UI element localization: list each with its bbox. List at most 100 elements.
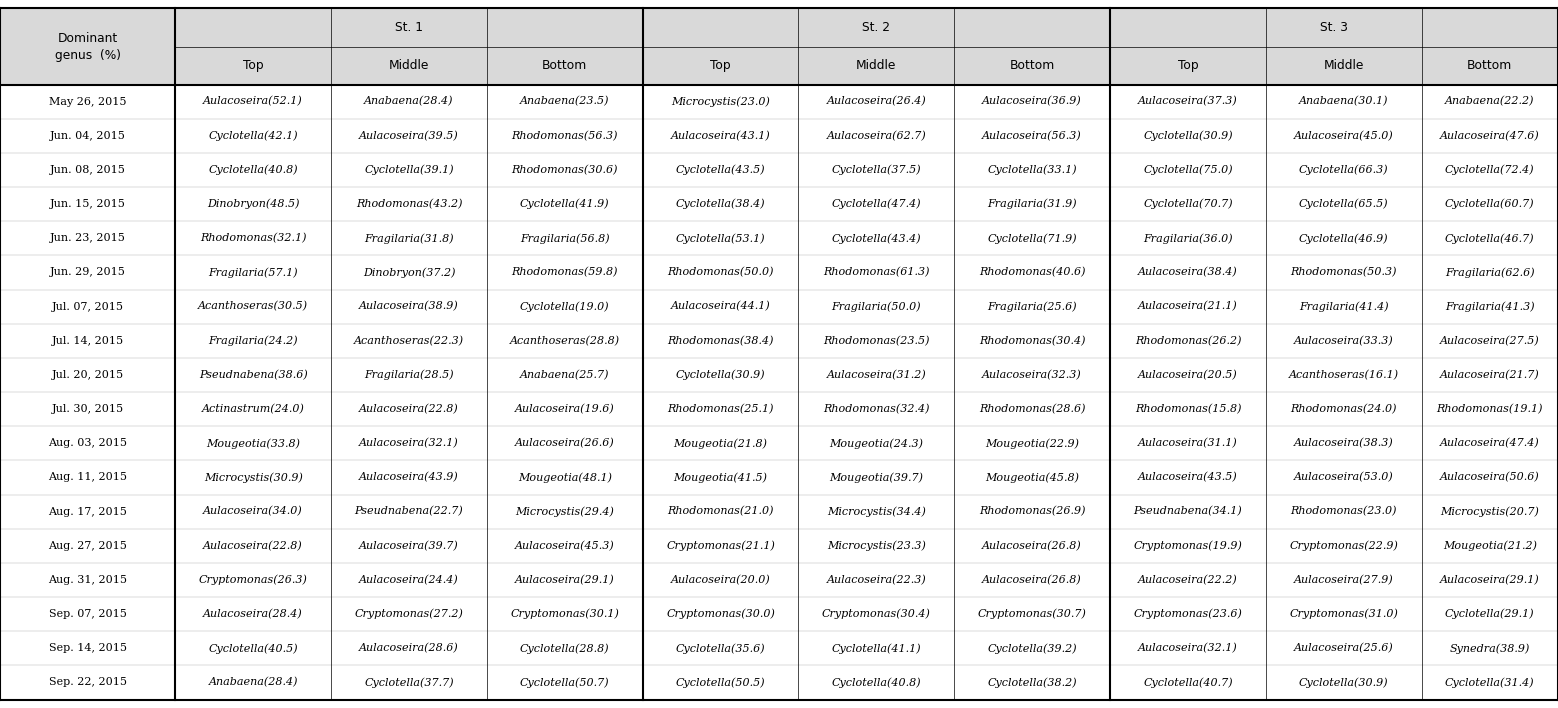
Text: Cyclotella(46.9): Cyclotella(46.9) [1299,233,1388,244]
Text: Aug. 31, 2015: Aug. 31, 2015 [48,575,128,585]
Text: Mougeotia(22.9): Mougeotia(22.9) [985,438,1080,449]
Text: Fragilaria(36.0): Fragilaria(36.0) [1144,233,1232,244]
Text: Acanthoseras(16.1): Acanthoseras(16.1) [1288,370,1399,380]
Text: Aulacoseira(29.1): Aulacoseira(29.1) [514,575,615,585]
Text: Aulacoseira(39.7): Aulacoseira(39.7) [358,541,460,551]
Text: Rhodomonas(25.1): Rhodomonas(25.1) [667,404,774,414]
Text: Aulacoseira(62.7): Aulacoseira(62.7) [826,130,927,141]
Text: Rhodomonas(61.3): Rhodomonas(61.3) [823,267,930,278]
Text: Cyclotella(60.7): Cyclotella(60.7) [1444,199,1535,210]
Text: Jul. 30, 2015: Jul. 30, 2015 [51,404,123,414]
Text: Sep. 22, 2015: Sep. 22, 2015 [48,678,126,687]
Text: Rhodomonas(56.3): Rhodomonas(56.3) [511,130,619,141]
Text: Jul. 14, 2015: Jul. 14, 2015 [51,336,123,346]
Text: Mougeotia(48.1): Mougeotia(48.1) [517,472,612,483]
Text: Synedra(38.9): Synedra(38.9) [1449,643,1530,653]
Text: Mougeotia(21.2): Mougeotia(21.2) [1443,540,1536,551]
Text: Cyclotella(33.1): Cyclotella(33.1) [988,165,1077,175]
Text: Cryptomonas(30.0): Cryptomonas(30.0) [667,609,774,620]
Text: Cyclotella(53.1): Cyclotella(53.1) [676,233,765,244]
Text: Fragilaria(41.3): Fragilaria(41.3) [1444,302,1535,312]
Text: Cyclotella(38.2): Cyclotella(38.2) [988,677,1077,687]
Text: Anabaena(23.5): Anabaena(23.5) [520,96,609,107]
Text: Jul. 07, 2015: Jul. 07, 2015 [51,302,123,312]
Text: Cryptomonas(27.2): Cryptomonas(27.2) [355,609,463,620]
Text: Microcystis(34.4): Microcystis(34.4) [827,506,925,517]
Text: Aulacoseira(28.4): Aulacoseira(28.4) [203,609,304,620]
Text: Aulacoseira(31.1): Aulacoseira(31.1) [1137,438,1239,448]
Text: Microcystis(23.0): Microcystis(23.0) [671,96,770,107]
Text: Fragilaria(24.2): Fragilaria(24.2) [209,336,298,346]
Text: Rhodomonas(30.6): Rhodomonas(30.6) [511,165,619,175]
Text: Cyclotella(72.4): Cyclotella(72.4) [1444,165,1535,175]
Text: Cryptomonas(26.3): Cryptomonas(26.3) [199,575,307,586]
Text: Fragilaria(31.8): Fragilaria(31.8) [365,233,453,244]
Text: Fragilaria(28.5): Fragilaria(28.5) [365,370,453,380]
Text: Microcystis(23.3): Microcystis(23.3) [827,540,925,551]
Text: Rhodomonas(21.0): Rhodomonas(21.0) [667,506,774,517]
Text: Middle: Middle [857,59,896,72]
Text: Jul. 20, 2015: Jul. 20, 2015 [51,370,123,380]
Text: Cyclotella(30.9): Cyclotella(30.9) [1299,677,1388,687]
Text: Aug. 03, 2015: Aug. 03, 2015 [48,438,128,448]
Text: St. 1: St. 1 [396,21,422,34]
Text: Aulacoseira(22.3): Aulacoseira(22.3) [826,575,927,585]
Text: Rhodomonas(26.2): Rhodomonas(26.2) [1134,336,1242,346]
Text: Aulacoseira(37.3): Aulacoseira(37.3) [1137,96,1239,107]
Text: Cyclotella(40.8): Cyclotella(40.8) [209,165,298,175]
Text: Jun. 29, 2015: Jun. 29, 2015 [50,268,126,278]
Text: Cyclotella(39.1): Cyclotella(39.1) [365,165,453,175]
Text: Cryptomonas(30.7): Cryptomonas(30.7) [978,609,1086,620]
Text: Aulacoseira(47.4): Aulacoseira(47.4) [1440,438,1539,448]
Text: Cryptomonas(19.9): Cryptomonas(19.9) [1134,540,1242,551]
Text: Rhodomonas(32.1): Rhodomonas(32.1) [199,233,307,244]
Text: Cyclotella(43.4): Cyclotella(43.4) [832,233,921,244]
Text: Aulacoseira(38.4): Aulacoseira(38.4) [1137,267,1239,278]
Text: Bottom: Bottom [1468,59,1513,72]
Text: Cyclotella(41.9): Cyclotella(41.9) [520,199,609,210]
Text: Dominant
genus  (%): Dominant genus (%) [55,31,120,62]
Text: Mougeotia(45.8): Mougeotia(45.8) [985,472,1080,483]
Text: Aulacoseira(39.5): Aulacoseira(39.5) [358,130,460,141]
Text: Bottom: Bottom [542,59,587,72]
Text: Pseudnabena(22.7): Pseudnabena(22.7) [355,506,463,517]
Text: Cyclotella(65.5): Cyclotella(65.5) [1299,199,1388,210]
Text: Cryptomonas(30.4): Cryptomonas(30.4) [823,609,930,620]
Text: Aulacoseira(43.5): Aulacoseira(43.5) [1137,472,1239,483]
Text: Aulacoseira(26.8): Aulacoseira(26.8) [982,575,1083,585]
Text: Rhodomonas(26.9): Rhodomonas(26.9) [978,506,1086,517]
Text: Aulacoseira(25.6): Aulacoseira(25.6) [1293,643,1394,653]
Text: Microcystis(30.9): Microcystis(30.9) [204,472,302,483]
Text: Microcystis(29.4): Microcystis(29.4) [516,506,614,517]
Text: Pseudnabena(38.6): Pseudnabena(38.6) [199,370,307,380]
Text: Aulacoseira(50.6): Aulacoseira(50.6) [1440,472,1539,483]
Text: Aulacoseira(22.8): Aulacoseira(22.8) [358,404,460,414]
Text: Acanthoseras(22.3): Acanthoseras(22.3) [354,336,464,346]
Text: Anabaena(28.4): Anabaena(28.4) [209,678,298,687]
Text: Cyclotella(30.9): Cyclotella(30.9) [1144,130,1232,141]
Text: Rhodomonas(40.6): Rhodomonas(40.6) [978,267,1086,278]
Text: Aulacoseira(53.0): Aulacoseira(53.0) [1293,472,1394,483]
Text: Aulacoseira(38.3): Aulacoseira(38.3) [1293,438,1394,448]
Text: Cyclotella(46.7): Cyclotella(46.7) [1444,233,1535,244]
Text: Rhodomonas(38.4): Rhodomonas(38.4) [667,336,774,346]
Text: Rhodomonas(59.8): Rhodomonas(59.8) [511,267,619,278]
Text: Cyclotella(50.7): Cyclotella(50.7) [520,677,609,687]
Text: Jun. 23, 2015: Jun. 23, 2015 [50,233,126,244]
Text: Cyclotella(35.6): Cyclotella(35.6) [676,643,765,653]
Text: Aulacoseira(21.7): Aulacoseira(21.7) [1440,370,1539,380]
Text: Sep. 07, 2015: Sep. 07, 2015 [48,609,126,619]
Text: Aulacoseira(32.1): Aulacoseira(32.1) [1137,643,1239,653]
Text: Aulacoseira(29.1): Aulacoseira(29.1) [1440,575,1539,585]
Text: Anabaena(28.4): Anabaena(28.4) [365,96,453,107]
Text: Fragilaria(25.6): Fragilaria(25.6) [988,302,1077,312]
Text: Top: Top [710,59,731,72]
Text: Aug. 11, 2015: Aug. 11, 2015 [48,472,128,482]
Text: Mougeotia(24.3): Mougeotia(24.3) [829,438,924,449]
Text: Aulacoseira(52.1): Aulacoseira(52.1) [203,96,304,107]
Text: Aulacoseira(47.6): Aulacoseira(47.6) [1440,130,1539,141]
Text: Cyclotella(39.2): Cyclotella(39.2) [988,643,1077,653]
Text: Aulacoseira(22.2): Aulacoseira(22.2) [1137,575,1239,585]
Text: Mougeotia(41.5): Mougeotia(41.5) [673,472,768,483]
Text: Anabaena(30.1): Anabaena(30.1) [1299,96,1388,107]
